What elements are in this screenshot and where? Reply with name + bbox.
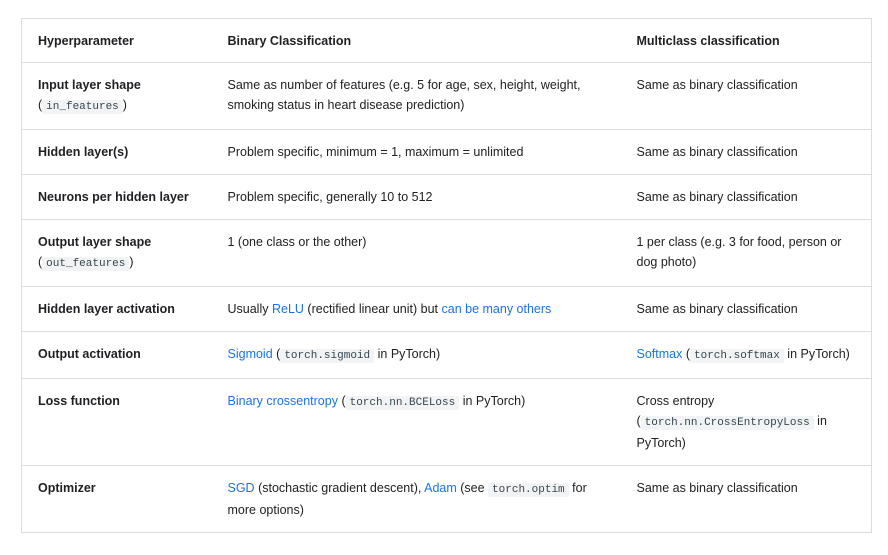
paren-open: ( bbox=[337, 394, 346, 408]
table-row: Input layer shape (in_features) Same as … bbox=[21, 62, 872, 130]
multiclass-cell: Same as binary classification bbox=[620, 62, 872, 130]
table-row: Output layer shape (out_features) 1 (one… bbox=[21, 219, 872, 287]
paren-open: ( bbox=[38, 255, 43, 269]
text-rectified: (rectified linear unit) but bbox=[303, 302, 442, 316]
sgd-link[interactable]: SGD bbox=[227, 481, 255, 495]
param-cell: Loss function bbox=[21, 378, 211, 466]
paren-close: in PyTorch) bbox=[374, 347, 441, 361]
text-usually: Usually bbox=[227, 302, 272, 316]
multiclass-cell: Same as binary classification bbox=[620, 286, 872, 332]
multiclass-cell: Same as binary classification bbox=[620, 129, 872, 175]
binary-cell: Same as number of features (e.g. 5 for a… bbox=[210, 62, 621, 130]
text-see: (see bbox=[456, 481, 489, 495]
multiclass-cell: 1 per class (e.g. 3 for food, person or … bbox=[620, 219, 872, 287]
binary-cell: Problem specific, generally 10 to 512 bbox=[210, 174, 621, 220]
paren-close: in PyTorch) bbox=[636, 414, 827, 450]
binary-cell: Problem specific, minimum = 1, maximum =… bbox=[210, 129, 621, 175]
param-cell: Optimizer bbox=[21, 465, 211, 533]
param-cell: Neurons per hidden layer bbox=[21, 174, 211, 220]
softmax-link[interactable]: Softmax bbox=[636, 347, 683, 361]
code-torch-sigmoid: torch.sigmoid bbox=[280, 349, 375, 363]
binary-cell: Binary crossentropy (torch.nn.BCELoss in… bbox=[210, 378, 621, 466]
paren-open: ( bbox=[38, 98, 43, 112]
paren-open: ( bbox=[682, 347, 690, 361]
param-cell: Output activation bbox=[21, 331, 211, 379]
param-cell: Hidden layer activation bbox=[21, 286, 211, 332]
table-row: Output activation Sigmoid (torch.sigmoid… bbox=[21, 331, 872, 379]
paren-close: in PyTorch) bbox=[459, 394, 526, 408]
paren-close: ) bbox=[122, 98, 127, 112]
text-cross-entropy: Cross entropy bbox=[636, 394, 715, 408]
param-cell: Input layer shape (in_features) bbox=[21, 62, 211, 130]
hyperparameter-table: Hyperparameter Binary Classification Mul… bbox=[21, 18, 872, 533]
code-crossentropyloss: torch.nn.CrossEntropyLoss bbox=[640, 416, 814, 430]
table-row: Loss function Binary crossentropy (torch… bbox=[21, 378, 872, 466]
code-bceloss: torch.nn.BCELoss bbox=[345, 396, 460, 410]
table-row: Optimizer SGD (stochastic gradient desce… bbox=[21, 465, 872, 533]
binary-cell: Sigmoid (torch.sigmoid in PyTorch) bbox=[210, 331, 621, 379]
text-stochastic: (stochastic gradient descent), bbox=[254, 481, 425, 495]
sigmoid-link[interactable]: Sigmoid bbox=[227, 347, 273, 361]
can-be-many-others-link[interactable]: can be many others bbox=[441, 302, 552, 316]
multiclass-cell: Cross entropy(torch.nn.CrossEntropyLoss … bbox=[620, 378, 872, 466]
table-row: Hidden layer(s) Problem specific, minimu… bbox=[21, 129, 872, 175]
header-multiclass-classification: Multiclass classification bbox=[620, 18, 872, 63]
binary-cell: SGD (stochastic gradient descent), Adam … bbox=[210, 465, 621, 533]
binary-crossentropy-link[interactable]: Binary crossentropy bbox=[227, 394, 338, 408]
text-more-options: for more options) bbox=[227, 481, 587, 517]
multiclass-cell: Same as binary classification bbox=[620, 465, 872, 533]
paren-open: ( bbox=[272, 347, 281, 361]
paren-close: ) bbox=[129, 255, 134, 269]
hyperparameter-table-container: Hyperparameter Binary Classification Mul… bbox=[21, 18, 872, 533]
code-torch-softmax: torch.softmax bbox=[690, 349, 784, 363]
header-hyperparameter: Hyperparameter bbox=[21, 18, 211, 63]
param-label: Input layer shape bbox=[38, 78, 141, 92]
multiclass-cell: Same as binary classification bbox=[620, 174, 872, 220]
param-code: out_features bbox=[42, 257, 130, 271]
multiclass-cell: Softmax (torch.softmax in PyTorch) bbox=[620, 331, 872, 379]
param-cell: Output layer shape (out_features) bbox=[21, 219, 211, 287]
binary-cell: 1 (one class or the other) bbox=[210, 219, 621, 287]
table-row: Neurons per hidden layer Problem specifi… bbox=[21, 174, 872, 220]
relu-link[interactable]: ReLU bbox=[271, 302, 304, 316]
code-torch-optim: torch.optim bbox=[488, 483, 569, 497]
param-cell: Hidden layer(s) bbox=[21, 129, 211, 175]
binary-cell: Usually ReLU (rectified linear unit) but… bbox=[210, 286, 621, 332]
paren-close: in PyTorch) bbox=[783, 347, 850, 361]
table-header-row: Hyperparameter Binary Classification Mul… bbox=[21, 18, 872, 63]
param-code: in_features bbox=[42, 100, 123, 114]
adam-link[interactable]: Adam bbox=[424, 481, 457, 495]
paren-open: ( bbox=[636, 414, 641, 428]
header-binary-classification: Binary Classification bbox=[210, 18, 621, 63]
table-row: Hidden layer activation Usually ReLU (re… bbox=[21, 286, 872, 332]
param-label: Output layer shape bbox=[38, 235, 152, 249]
